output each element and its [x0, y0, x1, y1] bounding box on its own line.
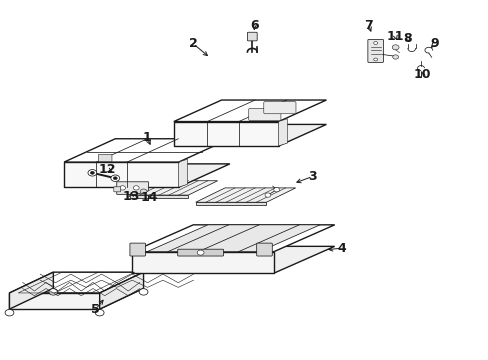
Polygon shape: [130, 195, 188, 198]
Text: 14: 14: [141, 192, 158, 204]
Polygon shape: [178, 159, 187, 187]
Polygon shape: [9, 272, 53, 309]
Polygon shape: [100, 272, 143, 309]
Polygon shape: [173, 125, 326, 146]
Circle shape: [49, 289, 58, 295]
Circle shape: [373, 58, 377, 61]
Polygon shape: [9, 293, 100, 309]
Text: 5: 5: [91, 303, 100, 316]
Circle shape: [197, 250, 203, 255]
Polygon shape: [173, 122, 278, 146]
Polygon shape: [195, 202, 266, 205]
Text: 8: 8: [403, 32, 411, 45]
Text: 13: 13: [122, 190, 140, 203]
Polygon shape: [278, 119, 287, 146]
Circle shape: [90, 171, 94, 174]
Polygon shape: [9, 288, 143, 309]
FancyBboxPatch shape: [256, 243, 272, 256]
Polygon shape: [173, 100, 326, 122]
Polygon shape: [117, 182, 148, 194]
Circle shape: [88, 170, 97, 176]
FancyBboxPatch shape: [248, 108, 280, 121]
Circle shape: [5, 310, 14, 316]
FancyBboxPatch shape: [98, 154, 112, 162]
Circle shape: [392, 55, 398, 59]
FancyBboxPatch shape: [114, 187, 121, 192]
Text: 6: 6: [249, 19, 258, 32]
FancyBboxPatch shape: [263, 102, 295, 114]
Text: 12: 12: [98, 163, 116, 176]
Text: 1: 1: [142, 131, 151, 144]
Polygon shape: [195, 188, 295, 202]
Text: 11: 11: [386, 30, 404, 43]
Circle shape: [373, 41, 377, 44]
Polygon shape: [64, 164, 229, 187]
FancyBboxPatch shape: [247, 32, 257, 41]
Circle shape: [264, 193, 270, 197]
Circle shape: [113, 177, 117, 180]
Text: 9: 9: [429, 37, 438, 50]
Polygon shape: [132, 246, 334, 273]
Circle shape: [139, 289, 148, 295]
Circle shape: [140, 189, 147, 194]
Polygon shape: [64, 139, 229, 162]
Polygon shape: [9, 272, 143, 293]
Circle shape: [273, 188, 279, 192]
Text: 3: 3: [308, 170, 316, 183]
Polygon shape: [132, 225, 334, 252]
Polygon shape: [64, 162, 178, 187]
Text: 4: 4: [337, 242, 346, 255]
Text: 7: 7: [364, 19, 372, 32]
FancyBboxPatch shape: [177, 249, 223, 256]
Circle shape: [95, 310, 104, 316]
Circle shape: [391, 45, 398, 50]
FancyBboxPatch shape: [367, 40, 383, 62]
Text: 2: 2: [188, 37, 197, 50]
Circle shape: [133, 186, 139, 190]
Circle shape: [120, 186, 125, 190]
Polygon shape: [132, 252, 273, 273]
Circle shape: [111, 175, 120, 181]
Text: 10: 10: [413, 68, 430, 81]
FancyBboxPatch shape: [130, 243, 145, 256]
Polygon shape: [130, 181, 217, 195]
Polygon shape: [147, 225, 320, 252]
